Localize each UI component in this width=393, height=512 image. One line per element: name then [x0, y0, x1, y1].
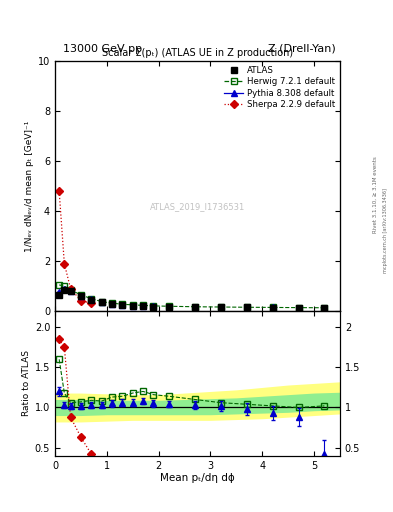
Text: mcplots.cern.ch [arXiv:1306.3436]: mcplots.cern.ch [arXiv:1306.3436] — [384, 188, 388, 273]
Y-axis label: 1/Nₑᵥ dNₑᵥ/d mean pₜ [GeV]⁻¹: 1/Nₑᵥ dNₑᵥ/d mean pₜ [GeV]⁻¹ — [25, 121, 34, 252]
Title: Scalar Σ(pₜ) (ATLAS UE in Z production): Scalar Σ(pₜ) (ATLAS UE in Z production) — [102, 48, 293, 58]
Text: 13000 GeV pp: 13000 GeV pp — [63, 44, 142, 54]
Legend: ATLAS, Herwig 7.2.1 default, Pythia 8.308 default, Sherpa 2.2.9 default: ATLAS, Herwig 7.2.1 default, Pythia 8.30… — [224, 66, 336, 110]
X-axis label: Mean pₜ/dη dϕ: Mean pₜ/dη dϕ — [160, 473, 235, 483]
Text: ATLAS_2019_I1736531: ATLAS_2019_I1736531 — [150, 202, 245, 211]
Y-axis label: Ratio to ATLAS: Ratio to ATLAS — [22, 350, 31, 416]
Text: Rivet 3.1.10, ≥ 3.1M events: Rivet 3.1.10, ≥ 3.1M events — [373, 156, 378, 233]
Text: Z (Drell-Yan): Z (Drell-Yan) — [268, 44, 336, 54]
